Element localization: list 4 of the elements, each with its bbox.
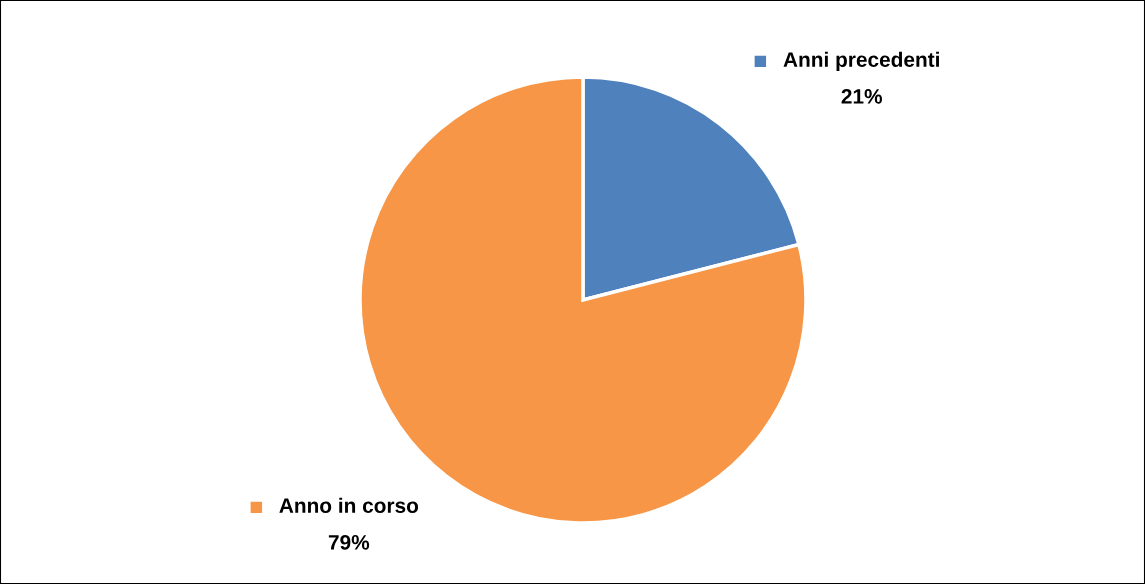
data-label: 21% (841, 89, 883, 104)
legend-label: Anno in corso (279, 497, 419, 513)
legend-label: Anni precedenti (783, 51, 939, 72)
data-label: 79% (328, 534, 370, 550)
